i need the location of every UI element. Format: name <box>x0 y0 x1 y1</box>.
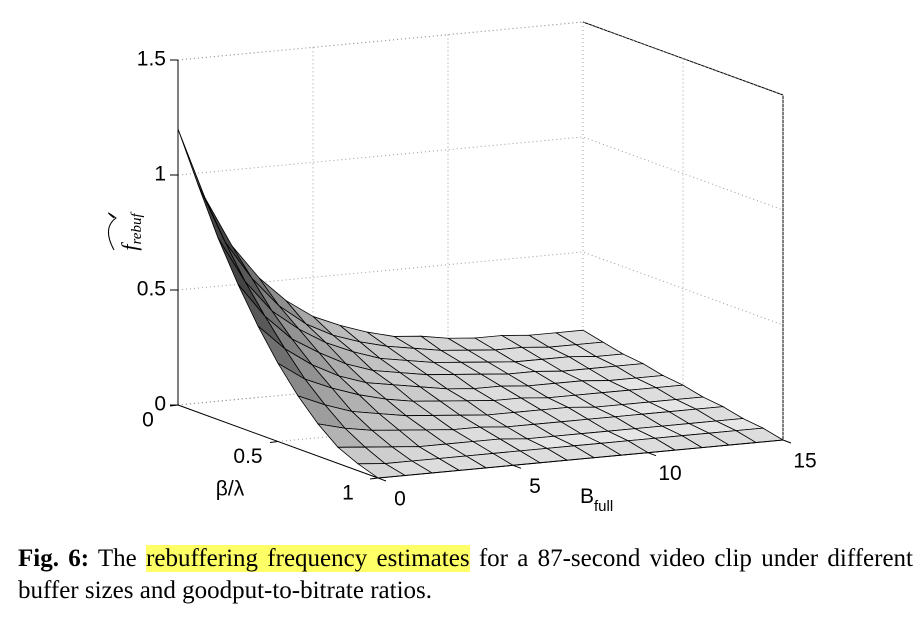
x-tick-label: 5 <box>529 475 541 498</box>
z-tick-label: 0 <box>154 393 166 416</box>
tick-mark <box>369 477 379 480</box>
caption-text: for a 87-second video clip under differe… <box>18 545 913 604</box>
caption-highlight: rebuffering frequency estimates <box>146 545 470 572</box>
grid-line <box>177 251 784 326</box>
x-axis-label: Bfull <box>580 485 613 515</box>
grid-line <box>177 136 784 211</box>
tick-mark <box>782 439 792 444</box>
z-label-main: f <box>117 242 142 251</box>
x-label-sub: full <box>594 498 613 515</box>
z-axis-label: frebuf <box>117 212 145 251</box>
y-tick-label: 1 <box>342 482 354 505</box>
x-tick-label: 15 <box>793 450 816 473</box>
tick-mark <box>169 404 179 407</box>
y-tick-label: 0.5 <box>233 445 262 468</box>
caption: Fig. 6: The rebuffering frequency estima… <box>18 543 913 607</box>
y-axis-label: β/λ <box>216 478 245 501</box>
caption-text: The <box>89 545 147 572</box>
grid-line <box>177 21 784 96</box>
tick-mark <box>269 441 279 443</box>
hat <box>108 212 117 251</box>
y-axis <box>177 404 379 479</box>
tick-mark <box>647 452 657 457</box>
y-tick-label: 0 <box>142 409 154 432</box>
x-tick-label: 0 <box>394 488 406 511</box>
wall-edge <box>177 21 584 61</box>
tick-mark <box>512 464 522 469</box>
tick-mark <box>377 477 387 482</box>
z-tick-label: 1.5 <box>137 48 166 71</box>
x-axis <box>377 439 784 479</box>
z-tick-label: 1 <box>154 163 166 186</box>
x-tick-label: 10 <box>658 462 681 485</box>
x-label-main: B <box>580 485 594 508</box>
surface-chart: 0 0.5 1 1.5 0 5 10 15 0 0.5 1 frebuf β/λ Bfull <box>108 21 817 515</box>
caption-label: Fig. 6: <box>18 545 90 572</box>
z-tick-label: 0.5 <box>137 278 166 301</box>
surface-cell <box>204 197 253 279</box>
z-label-sub: rebuf <box>129 212 145 245</box>
